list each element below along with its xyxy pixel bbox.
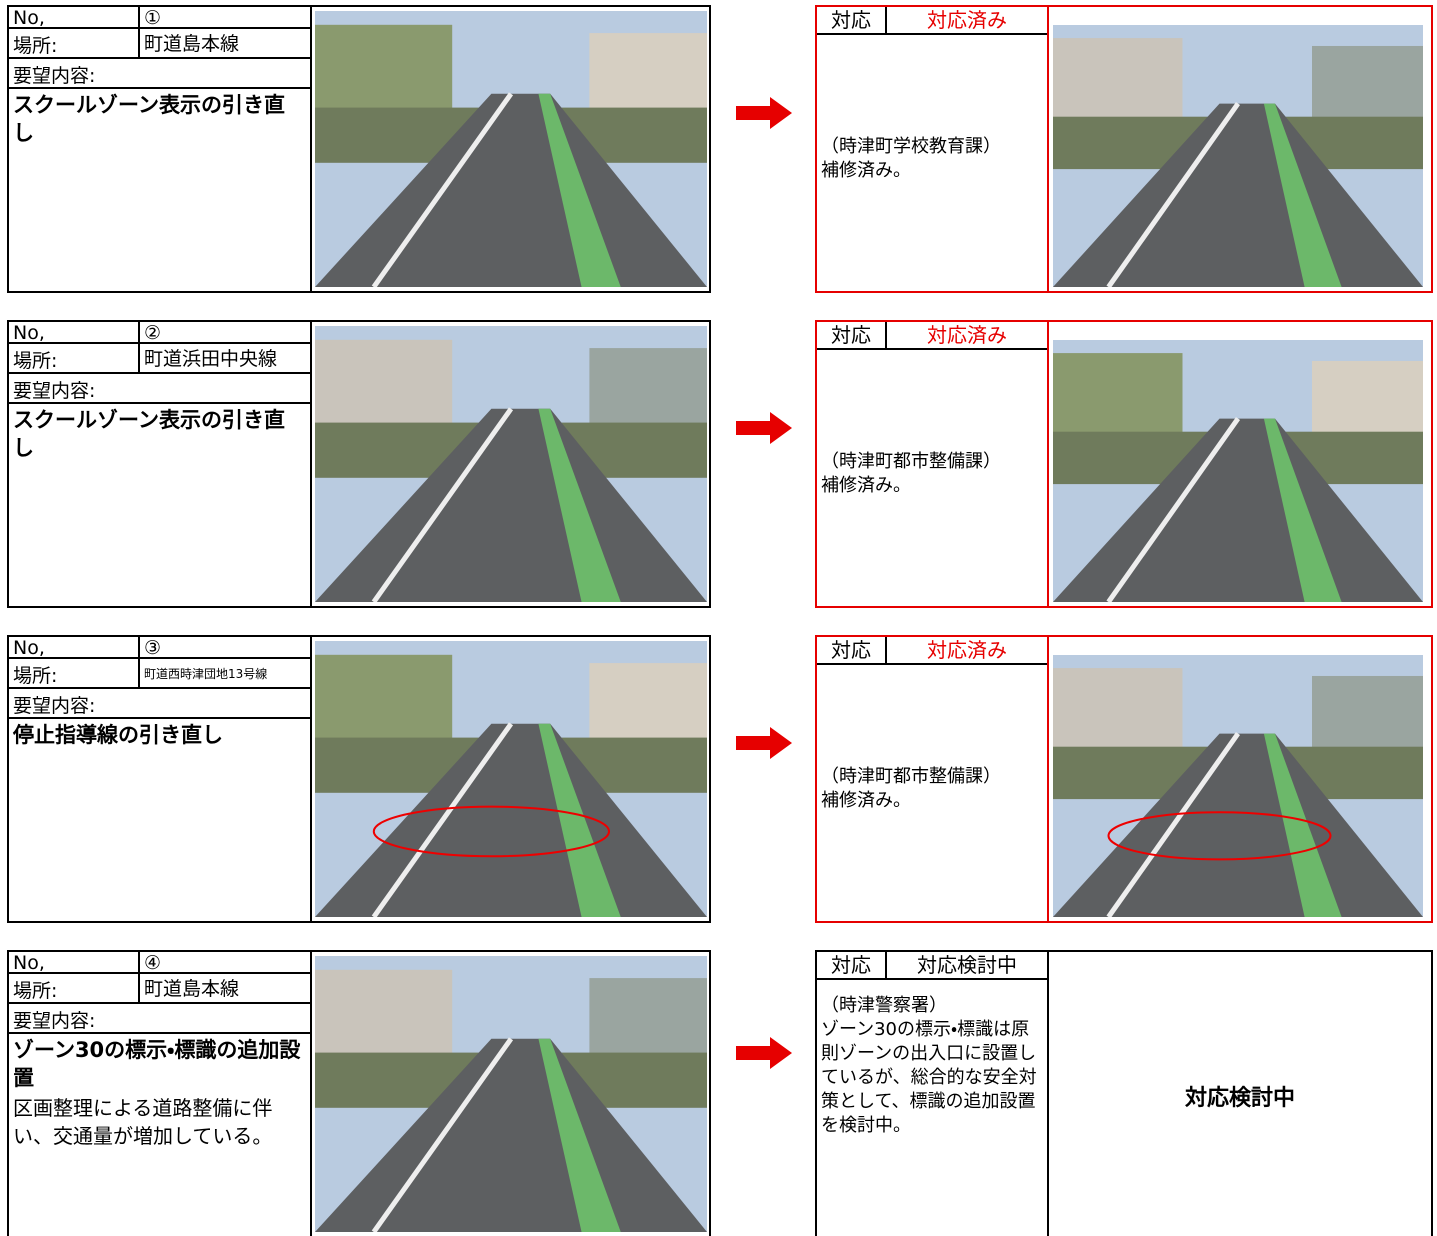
response-body: 補修済み。 — [821, 160, 911, 181]
request-photo — [315, 326, 707, 602]
item-row: No, ③ 場所: 町道西時津団地13号線 要望内容: 停止指導線の引き直し 対応 対応済み （… — [0, 635, 1437, 923]
response-box: 対応 対応済み （時津町都市整備課） 補修済み。 — [815, 635, 1433, 923]
response-label: 対応 — [817, 637, 887, 665]
response-box: 対応 対応済み （時津町都市整備課） 補修済み。 — [815, 320, 1433, 608]
response-body: ゾーン30の標示・標識は原則ゾーンの出入口に設置しているが、総合的な安全対策とし… — [821, 1019, 1037, 1136]
location-value: 町道西時津団地13号線 — [140, 659, 310, 689]
item-row: No, ② 場所: 町道浜田中央線 要望内容: スクールゾーン表示の引き直し 対応 対応済み （… — [0, 320, 1437, 608]
request-label: 要望内容: — [9, 374, 310, 404]
request-box: No, ① 場所: 町道島本線 要望内容: スクールゾーン表示の引き直し — [7, 5, 711, 293]
result-text: 対応検討中 — [1184, 1086, 1295, 1111]
location-label: 場所: — [9, 974, 140, 1004]
location-label: 場所: — [9, 344, 140, 374]
location-label: 場所: — [9, 29, 140, 59]
response-text: （時津町学校教育課） 補修済み。 — [817, 135, 1047, 183]
item-row: No, ④ 場所: 町道島本線 要望内容: ゾーン30の標示・標識の追加設置 区画整理による… — [0, 950, 1437, 1236]
response-org: （時津町学校教育課） — [821, 136, 1001, 157]
status-text: 対応検討中 — [887, 952, 1047, 980]
request-label: 要望内容: — [9, 689, 310, 719]
response-text: （時津警察署） ゾーン30の標示・標識は原則ゾーンの出入口に設置しているが、総合的… — [817, 994, 1047, 1138]
response-box: 対応 対応済み （時津町学校教育課） 補修済み。 — [815, 5, 1433, 293]
arrow — [736, 1037, 792, 1069]
response-text: （時津町都市整備課） 補修済み。 — [817, 765, 1047, 813]
response-panel: 対応 対応済み （時津町都市整備課） 補修済み。 — [817, 322, 1049, 606]
response-photo — [1053, 340, 1423, 602]
response-box: 対応 対応検討中 （時津警察署） ゾーン30の標示・標識は原則ゾーンの出入口に設置して… — [815, 950, 1433, 1236]
no-label: No, — [9, 7, 140, 29]
request-text: 停止指導線の引き直し — [13, 723, 223, 747]
response-org: （時津警察署） — [821, 995, 947, 1016]
status-text: 対応済み — [887, 7, 1047, 35]
request-label: 要望内容: — [9, 59, 310, 89]
response-panel: 対応 対応済み （時津町学校教育課） 補修済み。 — [817, 7, 1049, 291]
response-body: 補修済み。 — [821, 475, 911, 496]
location-value: 町道島本線 — [140, 29, 310, 59]
request-labels: No, ④ 場所: 町道島本線 要望内容: ゾーン30の標示・標識の追加設置 区画整理による… — [9, 952, 312, 1236]
location-label: 場所: — [9, 659, 140, 689]
request-box: No, ② 場所: 町道浜田中央線 要望内容: スクールゾーン表示の引き直し — [7, 320, 711, 608]
request-detail: 区画整理による道路整備に伴い、交通量が増加している。 — [13, 1096, 273, 1148]
response-org: （時津町都市整備課） — [821, 766, 1001, 787]
response-panel: 対応 対応検討中 （時津警察署） ゾーン30の標示・標識は原則ゾーンの出入口に設置して… — [817, 952, 1049, 1236]
no-value: ④ — [140, 952, 310, 974]
arrow — [736, 412, 792, 444]
response-photo — [1053, 655, 1423, 917]
response-label: 対応 — [817, 322, 887, 350]
request-text: ゾーン30の標示・標識の追加設置 — [13, 1038, 301, 1090]
no-label: No, — [9, 322, 140, 344]
no-value: ③ — [140, 637, 310, 659]
request-labels: No, ① 場所: 町道島本線 要望内容: スクールゾーン表示の引き直し — [9, 7, 312, 291]
request-photo — [315, 641, 707, 917]
request-text: スクールゾーン表示の引き直し — [13, 408, 285, 460]
request-labels: No, ② 場所: 町道浜田中央線 要望内容: スクールゾーン表示の引き直し — [9, 322, 312, 606]
request-box: No, ④ 場所: 町道島本線 要望内容: ゾーン30の標示・標識の追加設置 区画整理による… — [7, 950, 711, 1236]
response-panel: 対応 対応済み （時津町都市整備課） 補修済み。 — [817, 637, 1049, 921]
arrow — [736, 727, 792, 759]
no-label: No, — [9, 952, 140, 974]
item-row: No, ① 場所: 町道島本線 要望内容: スクールゾーン表示の引き直し 対応 対応済み （時津… — [0, 5, 1437, 293]
location-value: 町道島本線 — [140, 974, 310, 1004]
request-labels: No, ③ 場所: 町道西時津団地13号線 要望内容: 停止指導線の引き直し — [9, 637, 312, 921]
request-photo — [315, 956, 707, 1232]
response-body: 補修済み。 — [821, 790, 911, 811]
response-org: （時津町都市整備課） — [821, 451, 1001, 472]
response-photo — [1053, 25, 1423, 287]
no-value: ② — [140, 322, 310, 344]
status-text: 対応済み — [887, 637, 1047, 665]
arrow — [736, 97, 792, 129]
response-label: 対応 — [817, 7, 887, 35]
location-value: 町道浜田中央線 — [140, 344, 310, 374]
status-text: 対応済み — [887, 322, 1047, 350]
request-photo — [315, 11, 707, 287]
request-text: スクールゾーン表示の引き直し — [13, 93, 285, 145]
no-value: ① — [140, 7, 310, 29]
response-label: 対応 — [817, 952, 887, 980]
request-label: 要望内容: — [9, 1004, 310, 1034]
no-label: No, — [9, 637, 140, 659]
response-text: （時津町都市整備課） 補修済み。 — [817, 450, 1047, 498]
request-box: No, ③ 場所: 町道西時津団地13号線 要望内容: 停止指導線の引き直し — [7, 635, 711, 923]
